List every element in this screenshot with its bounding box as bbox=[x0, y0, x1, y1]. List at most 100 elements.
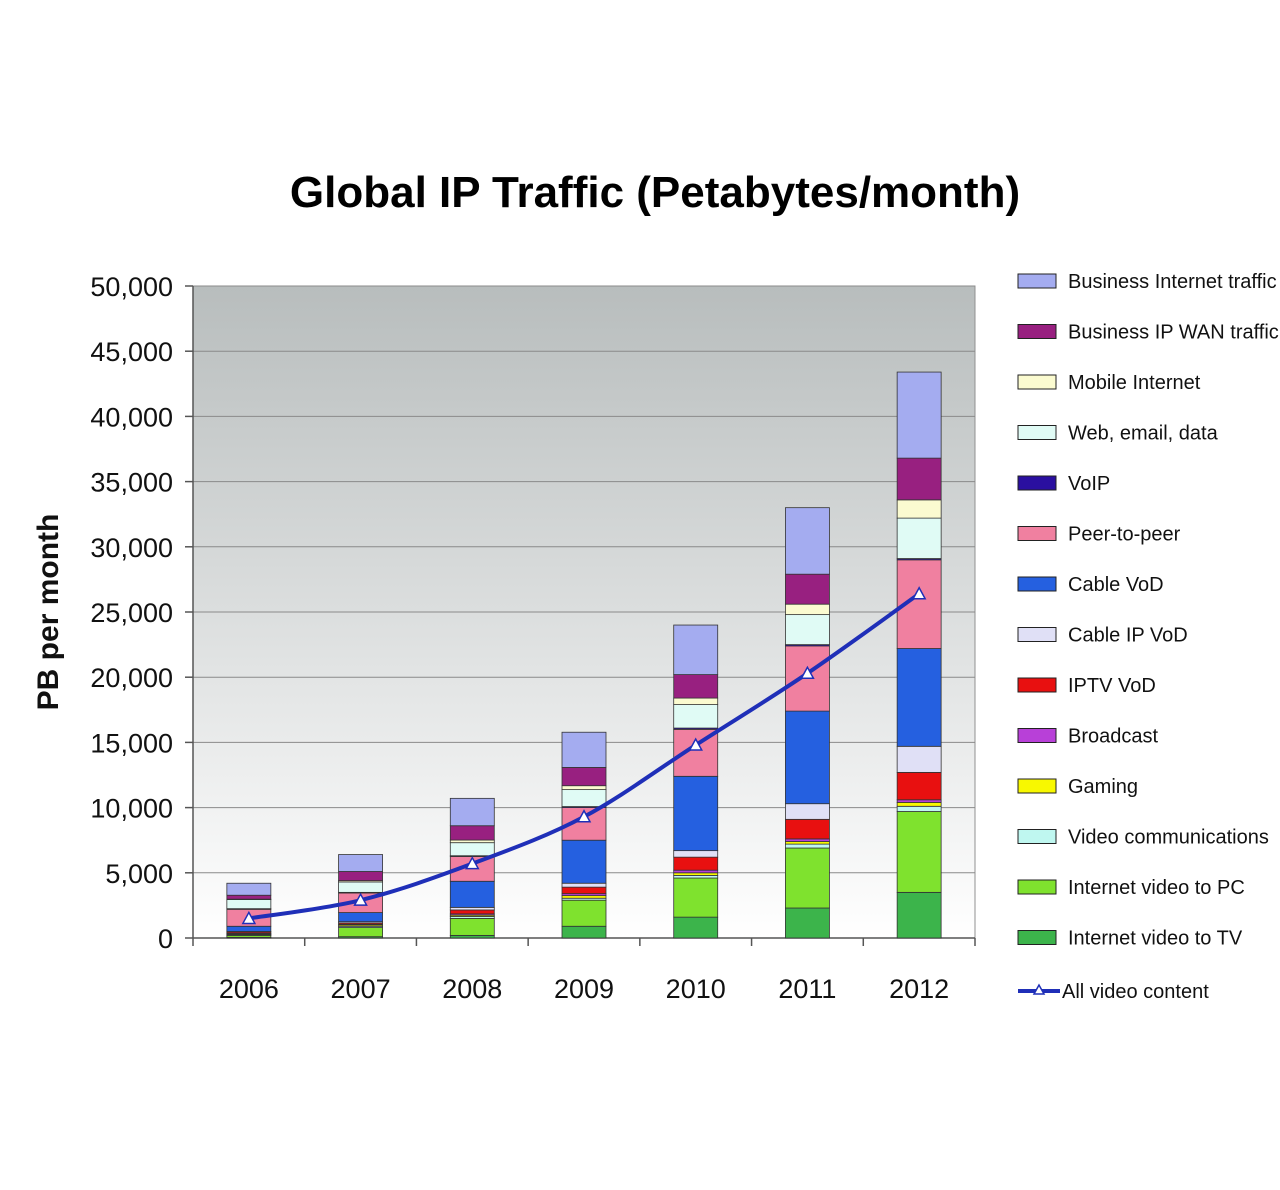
all-video-point bbox=[800, 665, 815, 680]
x-tick-label: 2006 bbox=[219, 974, 279, 1004]
bar-segment bbox=[785, 818, 830, 840]
bar-segment bbox=[673, 850, 719, 858]
bar-segment bbox=[226, 925, 272, 932]
chart-title: Global IP Traffic (Petabytes/month) bbox=[289, 168, 1021, 217]
bar-segment bbox=[338, 854, 383, 872]
bar-segment bbox=[896, 457, 942, 501]
all-video-line bbox=[241, 586, 927, 925]
legend-label: Broadcast bbox=[1068, 726, 1158, 748]
y-tick-label: 50,000 bbox=[90, 272, 173, 302]
bar-segment bbox=[785, 847, 830, 909]
bar-segment bbox=[896, 805, 942, 812]
legend-swatch bbox=[1017, 677, 1057, 693]
bar-segment bbox=[561, 882, 607, 888]
legend-swatch bbox=[1017, 728, 1057, 743]
bar-segment bbox=[561, 789, 607, 807]
legend-label: Cable IP VoD bbox=[1068, 625, 1188, 647]
legend-swatch bbox=[1017, 374, 1057, 390]
all-video-point bbox=[576, 809, 592, 823]
all-video-point bbox=[911, 586, 927, 600]
legend-label: Business IP WAN traffic bbox=[1068, 322, 1279, 344]
bar-segment bbox=[226, 899, 272, 910]
bar-segment bbox=[338, 871, 383, 882]
y-tick-label: 10,000 bbox=[90, 794, 173, 824]
legend-swatch bbox=[1017, 829, 1057, 844]
bar-segment bbox=[896, 517, 942, 559]
legend-label: Web, email, data bbox=[1068, 423, 1219, 445]
legend-label: Peer-to-peer bbox=[1068, 524, 1181, 546]
legend-label: Internet video to TV bbox=[1068, 928, 1243, 950]
bar-segment bbox=[673, 775, 719, 852]
y-tick-label: 20,000 bbox=[90, 663, 173, 693]
bar-segment bbox=[561, 886, 607, 895]
bar-segment bbox=[785, 507, 830, 575]
y-tick-label: 30,000 bbox=[90, 533, 173, 563]
bar-segment bbox=[673, 856, 719, 871]
bar-segment bbox=[673, 624, 719, 675]
all-video-point bbox=[688, 737, 703, 751]
bar-segment bbox=[785, 843, 830, 849]
legend-swatch bbox=[1017, 425, 1057, 440]
bar-segment bbox=[896, 745, 942, 773]
x-tick-label: 2010 bbox=[666, 974, 726, 1004]
y-axis-label: PB per month bbox=[32, 514, 65, 711]
legend-label: VoIP bbox=[1068, 473, 1110, 495]
y-tick-label: 40,000 bbox=[90, 402, 173, 432]
legend-swatch bbox=[1017, 526, 1057, 541]
bar-segment bbox=[561, 785, 607, 791]
bar-segment bbox=[896, 811, 942, 893]
bar-segment bbox=[338, 927, 383, 938]
bar-segment bbox=[449, 842, 495, 857]
plot-area bbox=[192, 285, 976, 939]
bar-segment bbox=[896, 891, 942, 939]
legend-label: Cable VoD bbox=[1068, 574, 1164, 596]
bar-segment bbox=[338, 881, 383, 893]
legend-marker bbox=[1032, 983, 1046, 995]
legend-label: Internet video to PC bbox=[1068, 877, 1245, 899]
bar-segment bbox=[785, 603, 830, 616]
bar-segment bbox=[896, 371, 942, 459]
legend-label: Business Internet traffic bbox=[1068, 271, 1277, 293]
bar-segment bbox=[785, 710, 830, 805]
legend-swatch bbox=[1017, 475, 1057, 491]
bar-segment bbox=[561, 839, 607, 884]
all-video-point bbox=[241, 910, 257, 925]
bar-segment bbox=[785, 803, 830, 820]
bar-segment bbox=[785, 907, 830, 939]
bar-segment bbox=[896, 801, 942, 807]
legend-label: All video content bbox=[1062, 981, 1209, 1003]
bar-segment bbox=[673, 674, 719, 699]
bar-segment bbox=[896, 648, 942, 747]
legend-label: IPTV VoD bbox=[1068, 675, 1156, 697]
x-axis: 2006 2007 2008 2009 2010 2011 2012 bbox=[192, 937, 976, 1004]
bar-segment bbox=[561, 731, 607, 768]
all-video-point bbox=[353, 892, 368, 906]
y-tick-label: 35,000 bbox=[90, 468, 173, 498]
legend-swatch bbox=[1017, 930, 1057, 945]
bar-segment bbox=[896, 771, 942, 801]
bar-segment bbox=[226, 894, 272, 900]
x-tick-label: 2008 bbox=[442, 974, 502, 1004]
y-axis: 0 5,000 10,000 15,000 20,000 25,000 30,000 35,0… bbox=[32, 272, 194, 954]
bar-segment bbox=[561, 925, 607, 939]
legend-label: Gaming bbox=[1068, 776, 1138, 798]
bar-segment bbox=[673, 697, 719, 705]
all-video-point bbox=[465, 856, 480, 870]
bar-segment bbox=[673, 877, 719, 918]
y-tick-label: 45,000 bbox=[90, 337, 173, 367]
bar-segment bbox=[896, 499, 942, 519]
y-tick-label: 25,000 bbox=[90, 598, 173, 628]
legend: Business Internet traffic Business IP WAN… bbox=[1017, 271, 1279, 1003]
y-tick-label: 15,000 bbox=[90, 728, 173, 758]
x-tick-label: 2012 bbox=[889, 974, 949, 1004]
bar-segment bbox=[561, 767, 607, 787]
legend-swatch bbox=[1017, 324, 1057, 339]
y-tick-label: 0 bbox=[158, 924, 173, 954]
bar-segment bbox=[449, 918, 495, 936]
x-tick-label: 2011 bbox=[778, 974, 836, 1004]
bar-segment bbox=[449, 797, 495, 827]
legend-swatch bbox=[1017, 879, 1057, 895]
legend-swatch bbox=[1017, 778, 1057, 794]
bar-segment bbox=[449, 825, 495, 841]
